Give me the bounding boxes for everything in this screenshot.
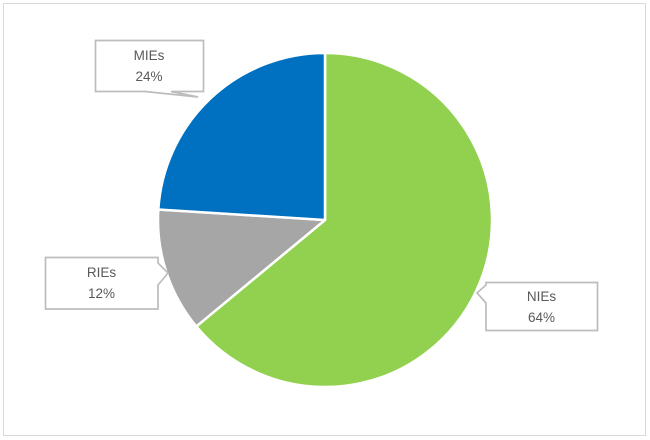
callout-mies-percent: 24% (135, 69, 163, 84)
callout-ries-category: RIEs (86, 265, 117, 280)
pie-slice-mies[interactable] (157, 51, 327, 222)
callout-nies-category: NIEs (526, 288, 557, 304)
callout-box-ries[interactable] (44, 256, 170, 310)
callout-ries-percent: 12% (87, 286, 116, 301)
callout-mies-category: MIEs (133, 48, 165, 63)
callout-box-nies[interactable] (475, 281, 599, 332)
callout-box-mies[interactable] (94, 39, 205, 98)
pie-slice-nies[interactable] (195, 51, 494, 389)
callout-label-mies[interactable]: MIEs 24% (95, 40, 203, 92)
callout-label-nies[interactable]: NIEs 64% (486, 282, 597, 331)
callout-nies-percent: 64% (527, 309, 556, 325)
callout-label-ries[interactable]: RIEs 12% (45, 257, 158, 309)
